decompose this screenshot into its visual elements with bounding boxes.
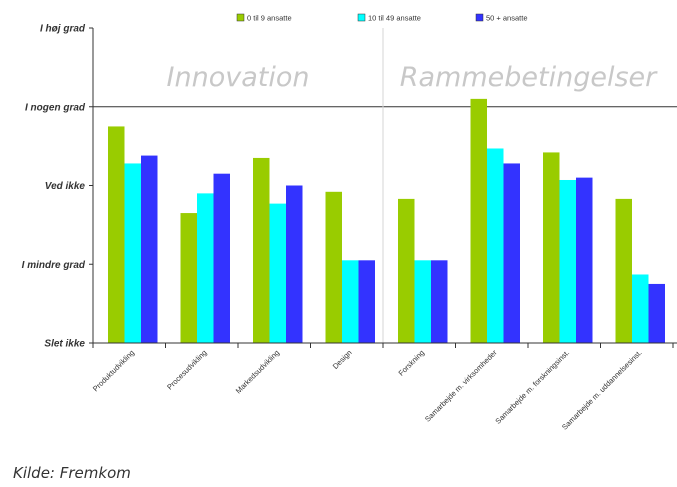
- bar-1-1: [108, 126, 125, 343]
- legend-label: 0 til 9 ansatte: [247, 14, 292, 23]
- y-tick-labels: Slet ikke I mindre grad Ved ikke I nogen gr…: [22, 24, 86, 350]
- x-tick-label: Forskning: [397, 348, 427, 378]
- x-tick-label: Samarbejde m. virksomheder: [423, 348, 499, 424]
- bar-2-4: [342, 260, 359, 343]
- legend-label: 50 + ansatte: [486, 14, 528, 23]
- y-tick-label: Slet ikke: [44, 339, 85, 350]
- y-tick-label: Ved ikke: [45, 181, 86, 192]
- bar-3-8: [648, 283, 665, 343]
- y-tick-label: I nogen grad: [25, 102, 86, 113]
- x-tick-label: Procesudvikling: [165, 348, 209, 392]
- bar-3-2: [213, 173, 230, 343]
- legend-swatch: [475, 13, 484, 22]
- axes: [89, 27, 677, 348]
- section-labels: Innovation Rammebetingelser: [167, 62, 659, 93]
- bar-2-8: [632, 274, 649, 343]
- bars: [108, 98, 665, 343]
- bar-1-7: [543, 152, 560, 343]
- bar-1-4: [325, 191, 342, 343]
- bar-2-2: [197, 193, 214, 343]
- bar-3-7: [576, 177, 593, 343]
- x-tick-label: Samarbejde m. forskningsinst.: [493, 348, 571, 426]
- section-label-1: Innovation: [167, 62, 310, 93]
- bar-2-5: [414, 260, 431, 343]
- reference-lines: [93, 28, 677, 343]
- bar-3-1: [141, 155, 158, 343]
- bar-3-5: [431, 260, 448, 343]
- bar-3-3: [286, 185, 303, 343]
- bar-1-3: [253, 157, 270, 343]
- bar-2-7: [559, 179, 576, 343]
- bar-3-4: [358, 260, 375, 343]
- bar-1-5: [398, 198, 415, 343]
- bar-1-6: [470, 98, 487, 343]
- x-tick-label: Markedsudvikling: [234, 348, 281, 395]
- bar-2-3: [269, 203, 286, 343]
- legend-label: 10 til 49 ansatte: [368, 14, 421, 23]
- x-tick-label: Produktudvikling: [91, 348, 136, 393]
- section-label-2: Rammebetingelser: [400, 62, 658, 93]
- bar-3-6: [503, 163, 520, 343]
- x-tick-labels: Produktudvikling Procesudvikling Markedsud…: [91, 348, 644, 432]
- legend-swatch: [236, 13, 245, 22]
- y-tick-label: I høj grad: [40, 24, 86, 35]
- source-note: Kilde: Fremkom: [13, 464, 131, 482]
- legend-swatch: [357, 13, 366, 22]
- bar-2-6: [487, 148, 504, 343]
- legend: 0 til 9 ansatte 10 til 49 ansatte 50 + ans…: [236, 13, 528, 23]
- bar-2-1: [124, 163, 141, 343]
- x-tick-label: Samarbejde m. uddannelsesinst.: [560, 348, 644, 432]
- y-tick-label: I mindre grad: [22, 260, 86, 271]
- bar-1-8: [615, 198, 632, 343]
- x-tick-label: Design: [331, 348, 354, 371]
- bar-1-2: [180, 213, 197, 343]
